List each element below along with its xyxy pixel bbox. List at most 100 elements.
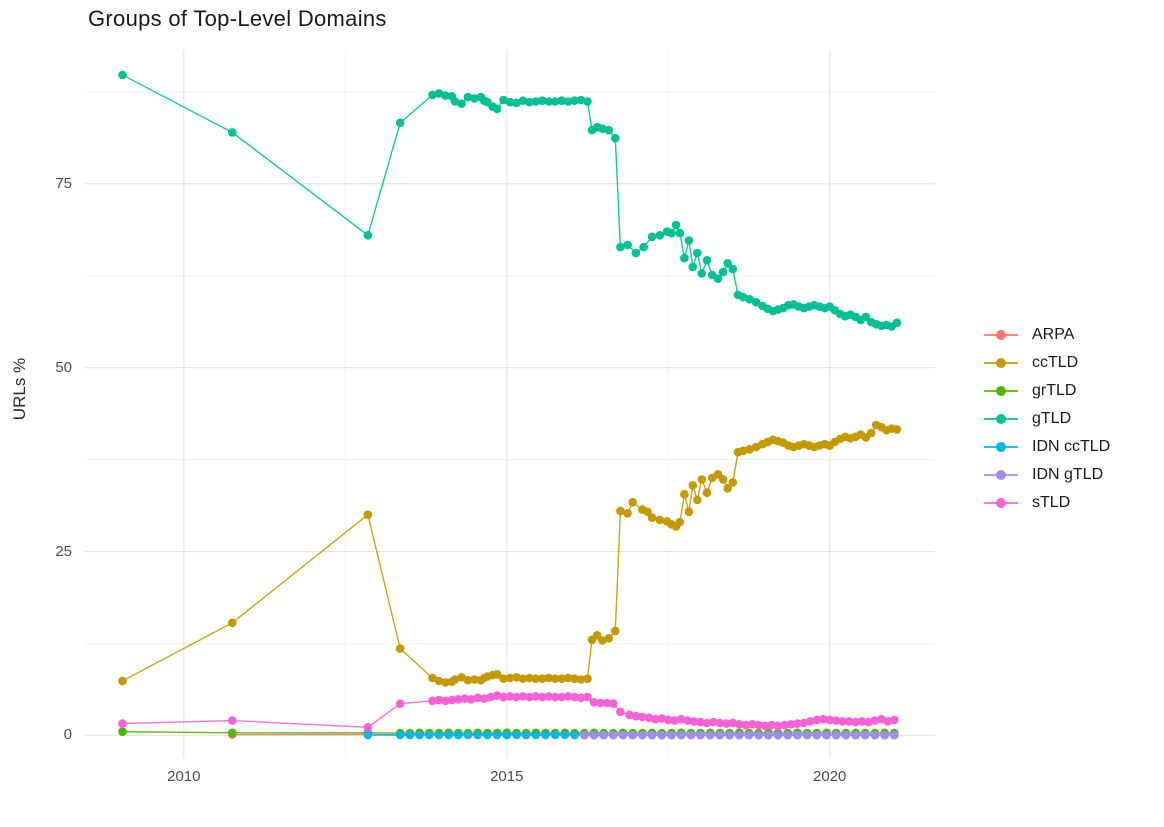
data-point-idn-cctld	[415, 730, 424, 740]
data-point-gtld	[457, 99, 466, 108]
data-point-gtld	[684, 236, 694, 245]
data-point-gtld	[631, 248, 641, 258]
data-point-gtld	[499, 95, 508, 105]
data-point-gtld	[518, 96, 528, 105]
data-point-stld	[696, 717, 705, 727]
legend-key-icon	[984, 355, 1018, 371]
data-point-cctld	[463, 675, 473, 685]
data-point-cctld	[628, 497, 637, 507]
data-point-stld	[793, 719, 802, 728]
data-point-stld	[596, 698, 605, 708]
data-point-stld	[683, 716, 692, 725]
data-point-stld	[557, 692, 566, 702]
y-tick-label: 75	[55, 174, 72, 192]
data-point-cctld	[655, 515, 665, 525]
y-tick-label: 25	[55, 542, 72, 560]
data-point-cctld	[512, 673, 521, 682]
data-point-cctld	[228, 618, 237, 628]
data-point-cctld	[570, 674, 579, 683]
data-point-cctld	[693, 495, 702, 505]
data-point-idn-cctld	[550, 730, 560, 740]
data-point-stld	[363, 723, 373, 732]
data-point-idn-cctld	[512, 730, 521, 740]
data-point-stld	[831, 716, 841, 725]
data-point-idn-cctld	[541, 730, 550, 740]
data-point-cctld	[688, 481, 698, 490]
data-point-stld	[857, 717, 867, 726]
data-point-cctld	[563, 673, 573, 683]
data-point-gtld	[671, 220, 681, 230]
data-point-gtld	[702, 255, 712, 265]
data-point-idn-cctld	[463, 730, 473, 740]
data-point-stld	[625, 710, 634, 720]
data-point-idn-gtld	[667, 730, 676, 740]
data-point-cctld	[457, 673, 466, 682]
data-point-gtld	[680, 253, 689, 263]
data-point-stld	[670, 716, 679, 725]
data-point-cctld	[550, 674, 560, 683]
data-point-stld	[616, 707, 625, 717]
data-point-idn-cctld	[473, 730, 483, 740]
data-point-stld	[576, 693, 586, 703]
data-point-cctld	[675, 517, 685, 527]
data-point-gtld	[718, 267, 728, 277]
data-point-gtld	[639, 242, 648, 252]
data-point-cctld	[531, 674, 541, 683]
data-point-idn-cctld	[483, 730, 492, 740]
data-point-gtld	[563, 97, 573, 106]
data-point-gtld	[728, 264, 738, 274]
data-point-cctld	[745, 445, 754, 454]
data-point-stld	[228, 716, 237, 725]
data-point-idn-gtld	[715, 730, 725, 740]
data-point-idn-cctld	[521, 730, 531, 740]
data-point-idn-cctld	[560, 730, 570, 740]
data-point-cctld	[611, 626, 620, 636]
chart-title: Groups of Top-Level Domains	[88, 6, 387, 31]
data-point-stld	[890, 715, 899, 725]
data-point-cctld	[643, 507, 652, 517]
data-point-stld	[428, 696, 437, 706]
data-point-stld	[454, 695, 463, 704]
data-point-gtld	[525, 97, 534, 107]
data-point-gtld	[450, 97, 460, 106]
y-tick-label: 0	[63, 726, 72, 744]
data-point-stld	[767, 720, 776, 730]
legend-item-stld: sTLD	[984, 489, 1110, 517]
legend-label: gTLD	[1032, 410, 1072, 427]
data-point-gtld	[623, 240, 632, 250]
data-point-stld	[602, 698, 612, 708]
data-point-cctld	[751, 442, 761, 452]
data-point-gtld	[463, 92, 473, 102]
data-point-gtld	[544, 97, 554, 106]
data-point-stld	[780, 720, 789, 730]
data-point-stld	[544, 692, 554, 701]
data-point-gtld	[647, 232, 657, 242]
data-point-gtld	[655, 231, 665, 240]
data-point-stld	[651, 714, 660, 724]
data-point-idn-gtld	[880, 730, 889, 740]
data-point-idn-gtld	[618, 730, 628, 740]
data-point-cctld	[492, 670, 502, 679]
data-point-idn-gtld	[725, 730, 734, 740]
data-point-idn-gtld	[647, 730, 657, 740]
data-point-gtld	[363, 231, 373, 240]
data-point-gtld	[118, 70, 127, 80]
legend-item-idn-cctld: IDN ccTLD	[984, 433, 1110, 461]
data-point-stld	[499, 692, 508, 702]
data-point-gtld	[570, 96, 579, 105]
data-point-gtld	[745, 295, 754, 304]
data-point-stld	[838, 717, 847, 726]
data-point-stld	[844, 717, 854, 726]
data-point-idn-cctld	[395, 730, 405, 740]
legend-label: IDN ccTLD	[1032, 438, 1111, 455]
data-point-stld	[434, 695, 444, 705]
data-point-stld	[709, 717, 718, 727]
y-tick-label: 50	[55, 358, 72, 376]
data-point-gtld	[616, 242, 625, 252]
data-point-stld	[460, 694, 470, 703]
legend-key-icon	[984, 411, 1018, 427]
data-point-idn-gtld	[735, 730, 744, 740]
data-point-stld	[754, 720, 763, 730]
data-point-stld	[531, 692, 541, 701]
data-point-gtld	[557, 96, 566, 105]
